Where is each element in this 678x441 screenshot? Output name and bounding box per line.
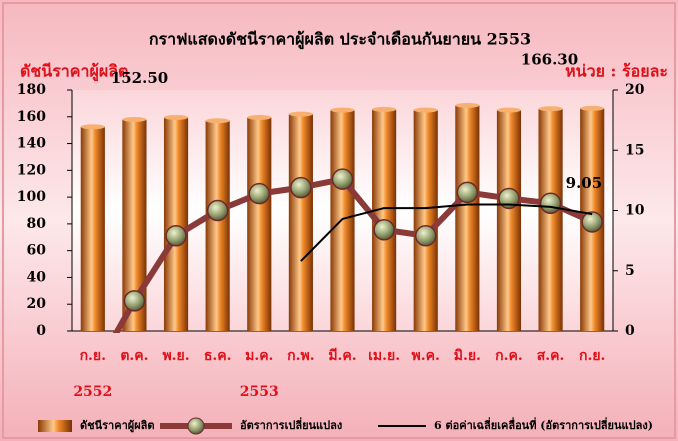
legend-label: อัตราการเปลี่ยนแปลง [240,417,342,432]
rate-marker [206,199,229,222]
y2-tick-label: 0 [625,323,635,339]
x-tick-label: มิ.ย. [454,348,481,364]
rate-marker [498,187,520,210]
legend-label: 6 ต่อค่าเฉลี่ยเคลื่อนที่ (อัตราการเปลี่ย… [434,417,653,432]
bar-cap [372,106,397,112]
x-year-label: 2552 [73,384,112,400]
rate-marker [456,181,479,204]
bar [330,110,355,331]
x-tick-label: ก.พ. [287,348,314,364]
bar-cap [247,114,272,120]
rate-marker [165,225,187,247]
y2-tick-label: 15 [625,142,644,158]
y-tick-label: 40 [27,269,47,285]
bar-cap [330,107,355,113]
data-label: 9.05 [566,174,603,192]
data-label: 152.50 [111,69,168,87]
x-tick-label: พ.ย. [162,348,189,364]
x-tick-label: ก.ค. [495,348,523,364]
bar [496,110,522,331]
bar [163,117,189,331]
bar-cap [288,111,313,117]
y2-tick-label: 10 [625,203,645,219]
x-tick-label: ก.ย. [80,348,106,364]
y-tick-label: 180 [17,82,46,98]
y2-tick-label: 20 [625,82,645,98]
rate-marker [248,182,271,205]
y-tick-label: 100 [17,189,46,205]
x-tick-label: ส.ค. [537,348,565,364]
legend-label: ดัชนีราคาผู้ผลิต [80,419,155,433]
rate-marker [414,225,437,247]
y-tick-label: 160 [17,109,46,125]
bar-cap [205,118,230,124]
bar [288,114,313,331]
x-tick-label: ก.ย. [579,348,605,364]
bar [247,117,272,331]
bar-cap [122,116,147,122]
y-tick-label: 140 [17,136,46,152]
x-tick-label: เม.ย. [368,348,400,364]
chart-title: กราฟแสดงดัชนีราคาผู้ผลิต ประจำเดือนกันยา… [149,30,531,51]
bar [455,105,480,332]
rate-marker [123,290,146,312]
rate-marker [539,192,562,215]
y-tick-label: 0 [36,323,46,339]
legend-swatch [38,420,72,432]
plot-layer [80,102,605,333]
y-tick-label: 80 [27,216,47,232]
bar [80,126,105,331]
bar [205,120,230,332]
bar-cap [413,107,438,113]
bar-cap [163,114,189,120]
x-tick-label: ต.ค. [120,348,148,364]
rate-marker [290,176,312,199]
x-tick-label: พ.ค. [412,348,440,364]
bar-cap [538,106,563,112]
y2-tick-label: 5 [625,263,635,279]
rate-marker [373,219,395,241]
bar [538,108,563,331]
x-year-label: 2553 [240,384,279,400]
bar [413,110,438,331]
x-tick-label: มี.ค. [328,348,356,364]
data-label: 166.30 [521,50,578,68]
y-tick-label: 20 [27,296,47,312]
bar-cap [496,107,522,113]
rate-marker [331,168,354,190]
y2-axis-label: หน่วย : ร้อยละ [565,62,668,81]
x-tick-label: ธ.ค. [204,348,232,364]
bar-cap [455,102,480,108]
legend-marker [187,417,205,435]
x-tick-label: ม.ค. [245,348,273,364]
y-tick-label: 120 [17,162,46,178]
moving-average-line [300,203,593,262]
y-tick-label: 60 [27,243,47,259]
y-axis-label: ดัชนีราคาผู้ผลิต [20,62,128,83]
bar-cap [80,124,105,130]
bar-cap [580,105,605,111]
rate-marker [581,211,603,233]
